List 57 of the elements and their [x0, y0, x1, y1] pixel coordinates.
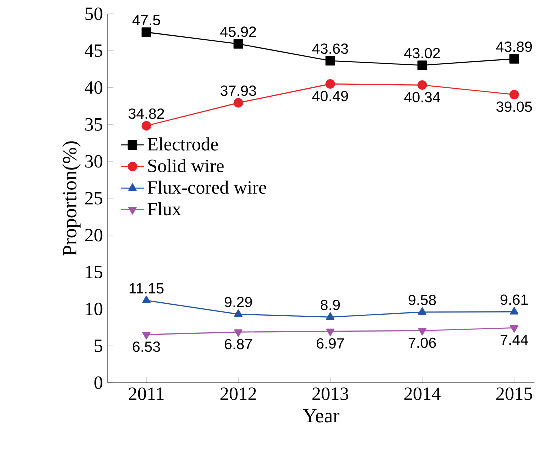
data-label: 43.89 [496, 42, 532, 52]
data-label: 43.02 [404, 48, 440, 59]
y-tick-label: 0 [94, 376, 103, 390]
data-label: 34.82 [128, 108, 164, 120]
data-label: 39.05 [496, 102, 532, 112]
y-tick-label: 35 [86, 118, 103, 131]
x-tick-label: 2015 [496, 388, 532, 400]
point [234, 39, 244, 49]
point [326, 328, 335, 336]
point [142, 28, 152, 38]
data-label: 40.49 [312, 91, 348, 102]
x-tick-label: 2013 [312, 388, 348, 400]
data-label: 9.58 [408, 294, 436, 306]
point [142, 121, 152, 131]
point [234, 330, 243, 338]
data-label: 8.9 [320, 300, 340, 310]
data-label: 45.92 [220, 26, 256, 38]
data-label: 9.61 [500, 294, 528, 306]
point [234, 98, 244, 108]
y-tick-label: 40 [84, 81, 103, 94]
data-label: 6.97 [317, 338, 344, 349]
y-tick-label: 10 [86, 302, 103, 316]
y-tick-label: 20 [85, 229, 103, 242]
x-axis-title: Year [303, 409, 340, 423]
point [510, 90, 520, 100]
y-tick-label: 15 [86, 266, 103, 279]
point [510, 54, 520, 64]
data-label: 11.15 [130, 284, 164, 294]
point [142, 332, 151, 340]
data-label: 47.5 [132, 15, 160, 26]
y-tick-label: 25 [85, 192, 103, 205]
y-axis-title: Proportion(%) [62, 142, 81, 256]
y-tick-label: 45 [84, 44, 103, 58]
legend-label: Solid wire [148, 159, 224, 172]
point [326, 79, 336, 89]
x-tick-label: 2012 [220, 388, 256, 400]
data-label: 40.34 [404, 92, 440, 103]
legend-label: Flux-cored wire [148, 180, 266, 194]
data-label: 7.06 [408, 338, 436, 348]
legend-label: Flux [148, 202, 182, 216]
point [510, 325, 519, 333]
data-label: 43.63 [312, 44, 348, 54]
y-tick-label: 30 [86, 155, 103, 168]
data-label: 6.53 [133, 342, 160, 352]
point [326, 56, 336, 66]
data-label: 37.93 [220, 86, 256, 96]
point [418, 60, 428, 70]
legend-label: Electrode [148, 138, 218, 151]
data-label: 7.44 [500, 335, 528, 346]
x-tick-label: 2011 [129, 388, 164, 400]
data-label: 9.29 [224, 297, 252, 308]
data-label: 6.87 [225, 339, 252, 350]
point [418, 328, 427, 336]
y-tick-label: 5 [95, 340, 103, 352]
x-tick-label: 2014 [404, 388, 441, 400]
point [418, 80, 428, 90]
y-tick-label: 50 [86, 8, 103, 20]
